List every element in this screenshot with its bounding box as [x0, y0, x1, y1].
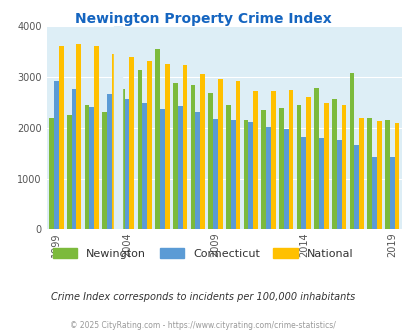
- Bar: [384, 120, 389, 229]
- Bar: [301, 137, 305, 229]
- Bar: [318, 138, 323, 229]
- Bar: [72, 88, 76, 229]
- Bar: [349, 73, 354, 229]
- Bar: [371, 157, 376, 229]
- Bar: [305, 97, 310, 229]
- Bar: [94, 46, 99, 229]
- Bar: [59, 46, 64, 229]
- Bar: [313, 88, 318, 229]
- Bar: [155, 49, 160, 229]
- Bar: [142, 103, 147, 229]
- Text: Crime Index corresponds to incidents per 100,000 inhabitants: Crime Index corresponds to incidents per…: [51, 292, 354, 302]
- Bar: [394, 123, 399, 229]
- Bar: [358, 118, 363, 229]
- Bar: [376, 121, 381, 229]
- Bar: [76, 44, 81, 229]
- Bar: [119, 88, 124, 229]
- Bar: [389, 157, 394, 229]
- Bar: [261, 110, 265, 229]
- Bar: [137, 70, 142, 229]
- Bar: [164, 64, 169, 229]
- Bar: [270, 91, 275, 229]
- Bar: [243, 120, 248, 229]
- Bar: [111, 54, 116, 229]
- Bar: [341, 105, 345, 229]
- Bar: [217, 79, 222, 229]
- Text: © 2025 CityRating.com - https://www.cityrating.com/crime-statistics/: © 2025 CityRating.com - https://www.city…: [70, 321, 335, 330]
- Bar: [213, 119, 217, 229]
- Bar: [265, 127, 270, 229]
- Bar: [323, 103, 328, 229]
- Bar: [49, 118, 54, 229]
- Bar: [226, 105, 230, 229]
- Bar: [182, 65, 187, 229]
- Bar: [129, 57, 134, 229]
- Text: Newington Property Crime Index: Newington Property Crime Index: [75, 12, 330, 25]
- Bar: [173, 83, 177, 229]
- Bar: [107, 94, 111, 229]
- Bar: [160, 109, 164, 229]
- Bar: [288, 90, 292, 229]
- Bar: [283, 129, 288, 229]
- Bar: [124, 99, 129, 229]
- Bar: [354, 145, 358, 229]
- Bar: [296, 105, 301, 229]
- Bar: [278, 108, 283, 229]
- Bar: [102, 112, 107, 229]
- Bar: [84, 105, 89, 229]
- Legend: Newington, Connecticut, National: Newington, Connecticut, National: [48, 244, 357, 263]
- Bar: [200, 74, 205, 229]
- Bar: [336, 140, 341, 229]
- Bar: [147, 61, 151, 229]
- Bar: [235, 81, 240, 229]
- Bar: [367, 118, 371, 229]
- Bar: [253, 91, 257, 229]
- Bar: [190, 85, 195, 229]
- Bar: [177, 106, 182, 229]
- Bar: [248, 122, 253, 229]
- Bar: [331, 99, 336, 229]
- Bar: [195, 112, 200, 229]
- Bar: [67, 115, 72, 229]
- Bar: [54, 81, 59, 229]
- Bar: [114, 26, 122, 229]
- Bar: [89, 107, 94, 229]
- Bar: [208, 93, 213, 229]
- Bar: [230, 120, 235, 229]
